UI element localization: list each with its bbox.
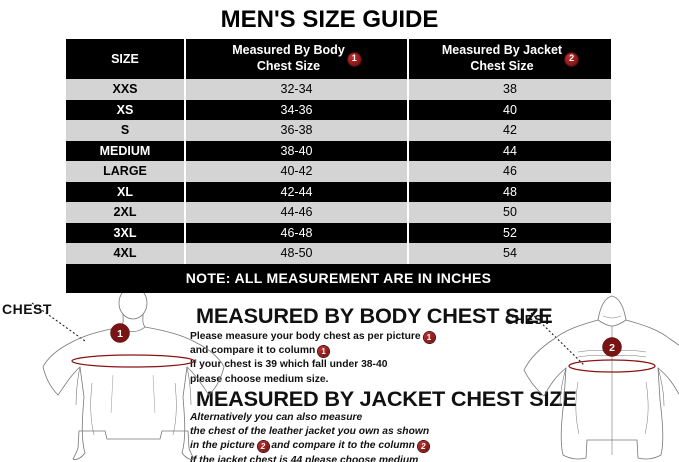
svg-text:1: 1: [117, 328, 123, 340]
svg-text:2: 2: [609, 342, 615, 354]
